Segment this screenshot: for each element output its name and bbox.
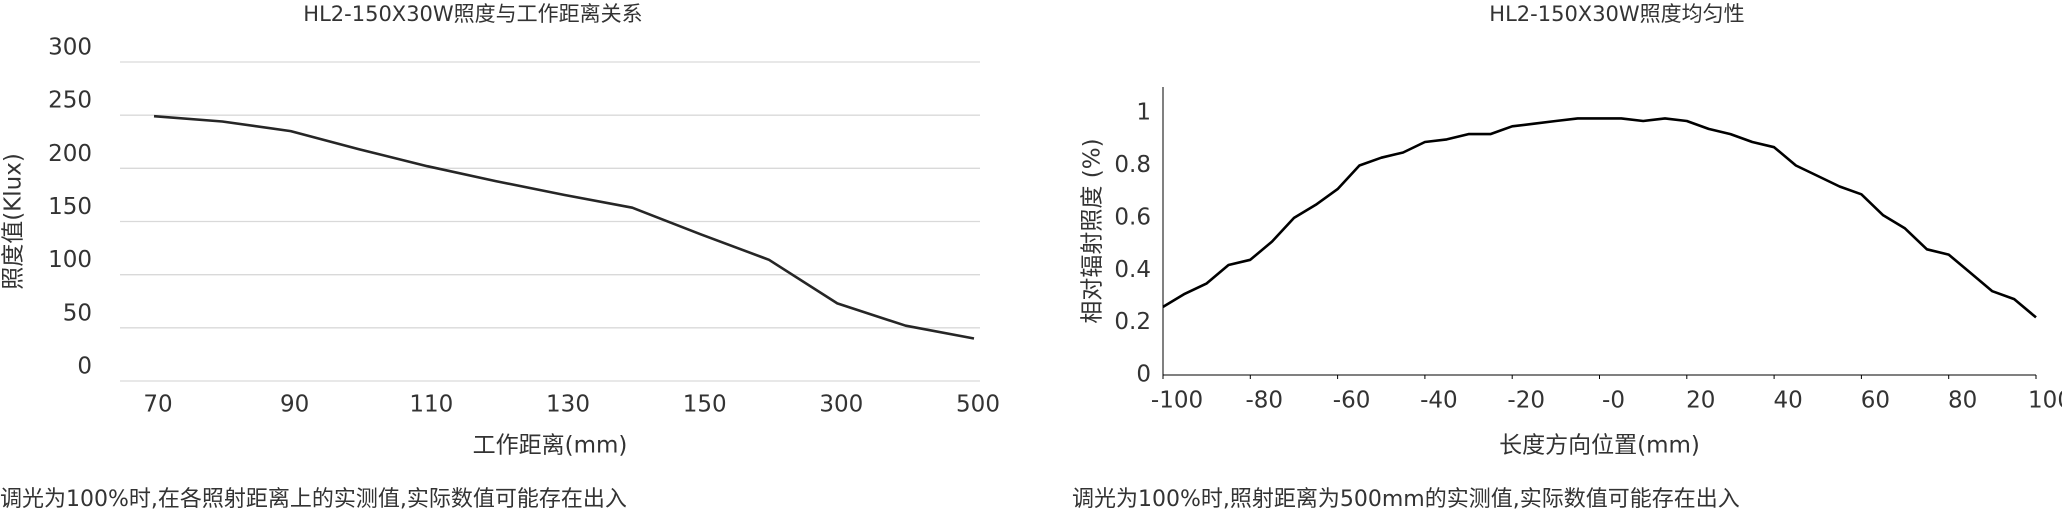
data-line — [153, 114, 975, 340]
x-tick-label: 100 — [2028, 388, 2062, 414]
x-tick-label: 90 — [280, 392, 309, 418]
x-tick-label: 150 — [683, 392, 727, 418]
x-tick-label: 130 — [546, 392, 590, 418]
data-line — [1162, 117, 2037, 319]
y-tick-label: 0 — [1136, 362, 1151, 388]
y-tick-label: 50 — [63, 300, 92, 326]
x-tick-label: 70 — [143, 392, 172, 418]
x-tick-label: -40 — [1420, 388, 1458, 414]
x-tick-label: -100 — [1151, 388, 1203, 414]
x-tick-label: 110 — [409, 392, 453, 418]
x-tick-label: -0 — [1602, 388, 1625, 414]
y-axis-title: 照度值(Klux) — [1, 153, 27, 290]
y-tick-label: 250 — [48, 88, 92, 114]
chart-title: HL2-150X30W照度与工作距离关系 — [303, 2, 642, 26]
x-axis-title: 工作距离(mm) — [473, 433, 628, 459]
y-tick-label: 0 — [77, 354, 92, 380]
y-tick-label: 0.8 — [1114, 152, 1151, 178]
y-tick-label: 100 — [48, 247, 92, 273]
x-tick-label: 20 — [1686, 388, 1715, 414]
y-tick-label: 0.6 — [1114, 204, 1151, 230]
x-axis-title: 长度方向位置(mm) — [1499, 433, 1700, 459]
footnote: 调光为100%时,照射距离为500mm的实测值,实际数值可能存在出入 — [1072, 487, 1740, 512]
y-tick-label: 300 — [48, 35, 92, 61]
footnote: 调光为100%时,在各照射距离上的实测值,实际数值可能存在出入 — [0, 487, 627, 512]
x-tick-label: -20 — [1507, 388, 1545, 414]
y-tick-label: 0.2 — [1114, 309, 1151, 335]
y-tick-label: 150 — [48, 194, 92, 220]
x-tick-label: -80 — [1246, 388, 1284, 414]
y-axis-title: 相对辐射照度 (%) — [1080, 138, 1106, 323]
chart-title: HL2-150X30W照度均匀性 — [1489, 2, 1744, 26]
x-tick-label: 80 — [1948, 388, 1977, 414]
y-tick-label: 0.4 — [1114, 257, 1151, 283]
y-tick-label: 200 — [48, 141, 92, 167]
x-tick-label: 300 — [819, 392, 863, 418]
y-tick-label: 1 — [1136, 100, 1151, 126]
x-tick-label: 60 — [1861, 388, 1890, 414]
x-tick-label: 40 — [1773, 388, 1802, 414]
x-tick-label: 500 — [956, 392, 1000, 418]
x-tick-label: -60 — [1333, 388, 1371, 414]
